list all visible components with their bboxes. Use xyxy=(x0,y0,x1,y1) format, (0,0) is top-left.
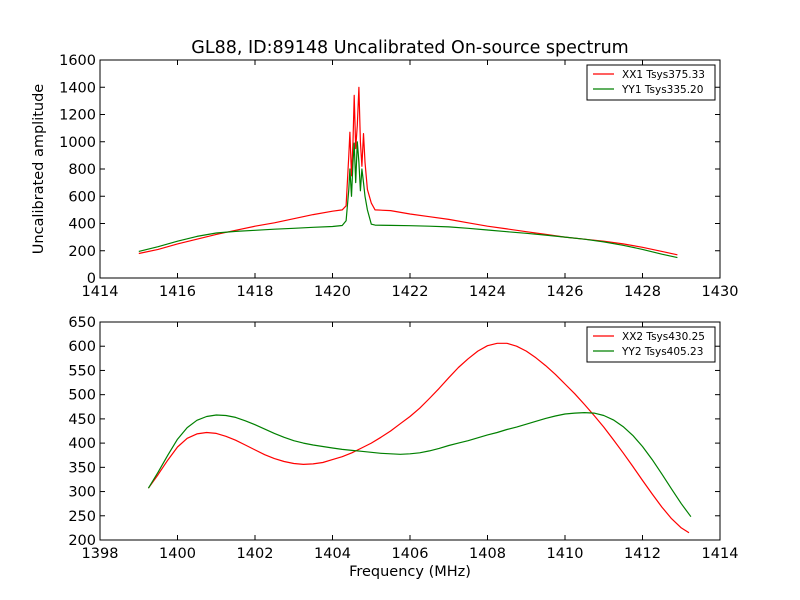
bottom-y-tick-label: 200 xyxy=(68,533,96,549)
bottom-y-tick-label: 450 xyxy=(68,412,96,428)
bottom-x-tick-label: 1398 xyxy=(82,546,119,562)
bottom-series-line-yy2 xyxy=(147,412,692,518)
top-x-tick-label: 1422 xyxy=(392,284,429,300)
bottom-x-tick-label: 1410 xyxy=(547,546,584,562)
bottom-y-tick-label: 600 xyxy=(68,339,96,355)
bottom-plot-lines xyxy=(147,342,692,534)
bottom-x-tick-label: 1414 xyxy=(702,546,739,562)
bottom-y-tick-label: 400 xyxy=(68,436,96,452)
top-legend-label-xx1: XX1 Tsys375.33 xyxy=(622,69,705,81)
bottom-x-tick-label: 1402 xyxy=(237,546,274,562)
top-y-tick-label: 200 xyxy=(68,244,96,260)
top-y-tick-label: 1400 xyxy=(59,80,96,96)
bottom-y-tick-label: 650 xyxy=(68,315,96,331)
top-x-tick-label: 1426 xyxy=(547,284,584,300)
bottom-x-tick-label: 1408 xyxy=(469,546,506,562)
top-y-tick-label: 1200 xyxy=(59,108,96,124)
top-x-tick-label: 1420 xyxy=(314,284,351,300)
top-x-tick-label: 1428 xyxy=(624,284,661,300)
bottom-y-tick-label: 300 xyxy=(68,485,96,501)
bottom-x-axis-label: Frequency (MHz) xyxy=(349,564,471,580)
bottom-panel: 1398 1400 1402 1404 1406 1408 1410 1412 1414 200 2… xyxy=(68,315,738,580)
top-plot-lines xyxy=(138,86,678,259)
top-y-tick-label: 0 xyxy=(87,271,96,287)
chart-title: GL88, ID:89148 Uncalibrated On-source sp… xyxy=(191,38,628,58)
bottom-legend-box xyxy=(586,326,716,363)
top-legend: XX1 Tsys375.33 YY1 Tsys335.20 xyxy=(586,64,716,101)
top-y-axis-label: Uncalibrated amplitude xyxy=(31,84,47,255)
top-plot-frame xyxy=(99,59,721,279)
bottom-x-tick-label: 1400 xyxy=(159,546,196,562)
top-legend-label-yy1: YY1 Tsys335.20 xyxy=(621,84,703,96)
bottom-axis-ticks: 1398 1400 1402 1404 1406 1408 1410 1412 1414 200 2… xyxy=(68,315,738,562)
top-x-tick-label: 1418 xyxy=(237,284,274,300)
top-y-tick-label: 800 xyxy=(68,162,96,178)
top-y-tick-label: 1000 xyxy=(59,135,96,151)
top-x-tick-label: 1414 xyxy=(82,284,119,300)
bottom-y-tick-label: 500 xyxy=(68,388,96,404)
bottom-series-line-xx2 xyxy=(147,342,690,534)
top-panel: 1414 1416 1418 1420 1422 1424 1426 1428 1430 0 200… xyxy=(31,53,738,300)
bottom-y-tick-label: 350 xyxy=(68,460,96,476)
top-x-tick-label: 1416 xyxy=(159,284,196,300)
bottom-legend-label-yy2: YY2 Tsys405.23 xyxy=(621,346,703,358)
top-y-tick-label: 400 xyxy=(68,217,96,233)
bottom-y-tick-label: 250 xyxy=(68,509,96,525)
top-series-line-xx1 xyxy=(138,86,678,256)
bottom-plot-frame xyxy=(99,321,721,541)
top-axis-ticks: 1414 1416 1418 1420 1422 1424 1426 1428 1430 0 200… xyxy=(59,53,738,300)
top-legend-box xyxy=(586,64,716,101)
bottom-legend-label-xx2: XX2 Tsys430.25 xyxy=(622,331,705,343)
top-y-tick-label: 600 xyxy=(68,189,96,205)
top-series-line-yy1 xyxy=(138,141,678,259)
bottom-y-tick-label: 550 xyxy=(68,363,96,379)
top-x-tick-label: 1430 xyxy=(702,284,739,300)
bottom-x-tick-label: 1412 xyxy=(624,546,661,562)
top-y-tick-label: 1600 xyxy=(59,53,96,69)
top-x-tick-label: 1424 xyxy=(469,284,506,300)
bottom-x-tick-label: 1406 xyxy=(392,546,429,562)
bottom-x-tick-label: 1404 xyxy=(314,546,351,562)
bottom-legend: XX2 Tsys430.25 YY2 Tsys405.23 xyxy=(586,326,716,363)
